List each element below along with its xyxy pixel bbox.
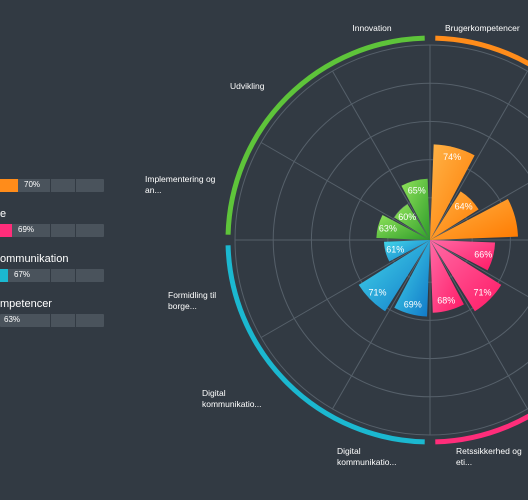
bar[interactable] bbox=[394, 204, 430, 240]
value-label: 74% bbox=[443, 152, 461, 162]
legend-label: ommunikation bbox=[0, 253, 69, 265]
bar[interactable] bbox=[401, 178, 430, 240]
legend-bar-fill bbox=[0, 269, 8, 282]
value-label: 65% bbox=[408, 185, 426, 195]
bar[interactable] bbox=[376, 214, 430, 240]
legend-bar-divider bbox=[50, 314, 51, 327]
grid-spoke bbox=[260, 239, 431, 338]
group-ring bbox=[435, 35, 528, 67]
legend-bar-track bbox=[0, 314, 104, 327]
axis-label: Retssikkerhed og eti... bbox=[456, 446, 522, 467]
axis-label: Formidling til borge... bbox=[168, 290, 216, 311]
legend-bar-track bbox=[0, 179, 104, 192]
bar[interactable] bbox=[358, 240, 430, 312]
axis-label: Udvikling bbox=[230, 81, 265, 91]
grid-spoke bbox=[332, 70, 431, 241]
value-label: 63% bbox=[379, 224, 397, 234]
axis-labels: Innovation Brugerkompetencer Retssikkerhed… bbox=[145, 23, 522, 467]
legend-bar-divider bbox=[50, 224, 51, 237]
legend-value: 70% bbox=[24, 180, 41, 189]
axis-label: Brugerkompetencer bbox=[445, 23, 520, 33]
value-label: 69% bbox=[404, 299, 422, 309]
grid-spoke bbox=[429, 239, 528, 410]
bar[interactable] bbox=[430, 198, 518, 240]
legend-bar-divider bbox=[50, 179, 51, 192]
legend-bar-track bbox=[0, 224, 104, 237]
legend-item[interactable]: 70% bbox=[0, 163, 104, 193]
legend-item[interactable]: ommunikation 67% bbox=[0, 253, 104, 283]
group-ring bbox=[225, 245, 425, 445]
legend-bar-divider bbox=[50, 269, 51, 282]
grid-spoke bbox=[260, 142, 431, 241]
legend-bar-divider bbox=[75, 179, 76, 192]
bar[interactable] bbox=[384, 240, 430, 262]
legend-label: mpetencer bbox=[0, 298, 52, 310]
bar[interactable] bbox=[430, 240, 496, 271]
legend-bar-fill bbox=[0, 179, 18, 192]
grid-spoke bbox=[429, 70, 528, 241]
value-label: 64% bbox=[455, 201, 473, 211]
value-label: 71% bbox=[473, 287, 491, 297]
legend-bar-divider bbox=[75, 314, 76, 327]
bar[interactable] bbox=[394, 240, 430, 317]
grid-spoke bbox=[332, 239, 431, 410]
value-label: 66% bbox=[474, 249, 492, 259]
grid-spoke bbox=[429, 182, 528, 241]
bar[interactable] bbox=[430, 240, 464, 313]
group-ring bbox=[225, 35, 425, 235]
value-label: 71% bbox=[369, 287, 387, 297]
value-label: 60% bbox=[398, 212, 416, 222]
legend: 70% e 69% ommunikation 67% mpetencer 63% bbox=[0, 0, 110, 500]
legend-bar-divider bbox=[75, 224, 76, 237]
bars bbox=[358, 144, 518, 317]
legend-item[interactable]: e 69% bbox=[0, 208, 104, 238]
legend-bar-fill bbox=[0, 224, 12, 237]
value-label: 61% bbox=[386, 244, 404, 254]
value-labels: 74% 64% 66% 71% 68% 69% 71% 61% 63%60% 65% bbox=[369, 152, 493, 309]
axis-label: Digital kommunikatio... bbox=[337, 446, 397, 467]
axis-label: Innovation bbox=[352, 23, 391, 33]
bar[interactable] bbox=[430, 191, 479, 240]
legend-value: 67% bbox=[14, 270, 31, 279]
legend-item[interactable]: mpetencer 63% bbox=[0, 298, 104, 328]
legend-bar-track bbox=[0, 269, 104, 282]
legend-value: 63% bbox=[4, 315, 21, 324]
legend-label: e bbox=[0, 208, 7, 220]
bar[interactable] bbox=[430, 144, 475, 240]
value-label: 68% bbox=[437, 296, 455, 306]
bar[interactable] bbox=[430, 240, 502, 312]
legend-bar-divider bbox=[75, 269, 76, 282]
axis-label: Implementering og an... bbox=[145, 174, 216, 195]
grid-spoke bbox=[429, 239, 528, 298]
polar-grid bbox=[234, 44, 528, 436]
legend-value: 69% bbox=[18, 225, 35, 234]
category-rings bbox=[225, 35, 528, 445]
group-ring bbox=[435, 413, 528, 445]
axis-label: Digital kommunikatio... bbox=[202, 388, 262, 409]
